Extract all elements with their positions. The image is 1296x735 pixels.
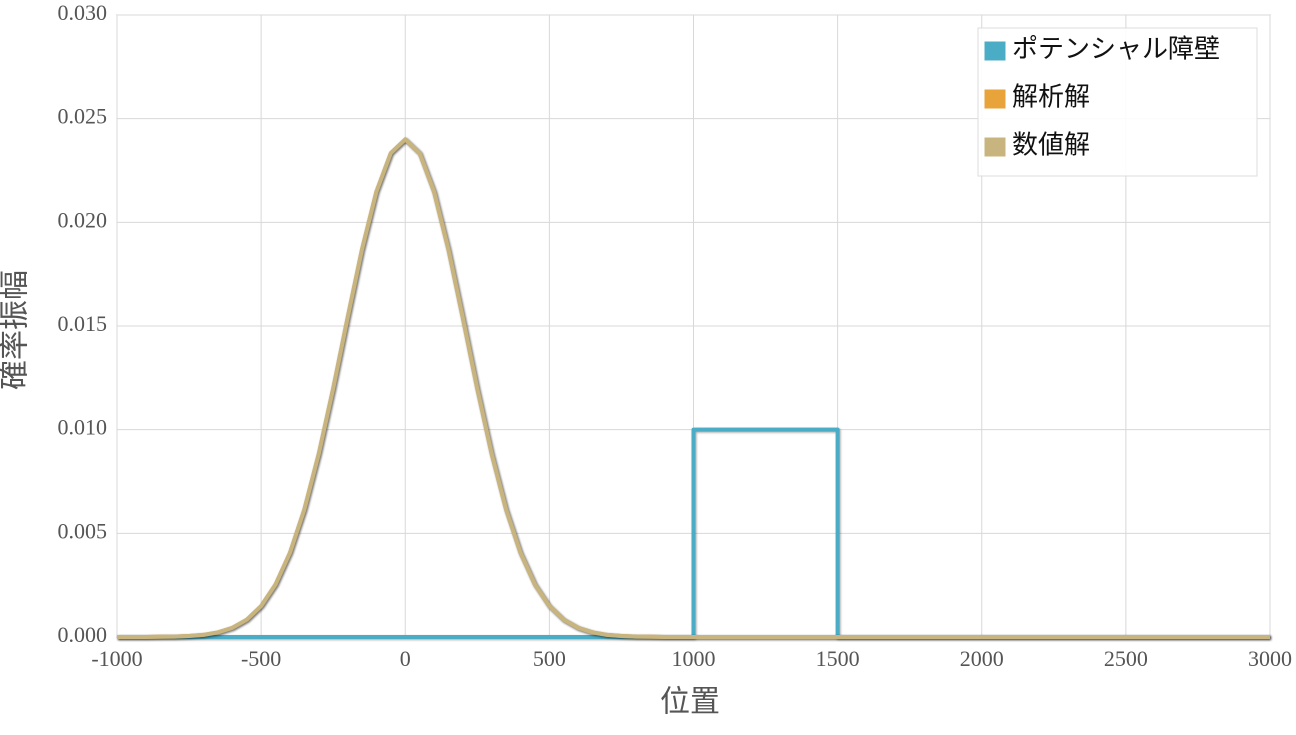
legend-label: 解析解: [1012, 83, 1090, 113]
y-tick-label: 0.025: [58, 104, 108, 129]
x-tick-label: 0: [400, 646, 411, 671]
legend-swatch: [983, 40, 1007, 62]
legend-swatch: [983, 88, 1007, 110]
x-tick-label: 2000: [960, 646, 1004, 671]
x-tick-label: 2500: [1104, 646, 1148, 671]
y-tick-label: 0.015: [58, 311, 108, 336]
x-tick-label: 1000: [672, 646, 716, 671]
x-tick-label: 3000: [1248, 646, 1292, 671]
legend-box: [977, 27, 1258, 177]
legend-label: 数値解: [1012, 131, 1090, 161]
y-tick-label: 0.030: [58, 0, 108, 25]
x-axis-label: 位置: [660, 685, 720, 720]
x-tick-label: -500: [241, 646, 281, 671]
x-tick-label: 500: [533, 646, 566, 671]
y-tick-label: 0.005: [58, 518, 108, 543]
y-tick-label: 0.020: [58, 207, 108, 232]
series-line: [117, 137, 1270, 639]
x-tick-label: -1000: [91, 646, 142, 671]
legend-swatch: [983, 136, 1007, 158]
y-axis-label: 確率振幅: [0, 270, 33, 390]
x-tick-label: 1500: [816, 646, 860, 671]
y-tick-label: 0.000: [58, 622, 108, 647]
legend-label: ポテンシャル障壁: [1012, 35, 1220, 65]
y-tick-label: 0.010: [58, 415, 108, 440]
